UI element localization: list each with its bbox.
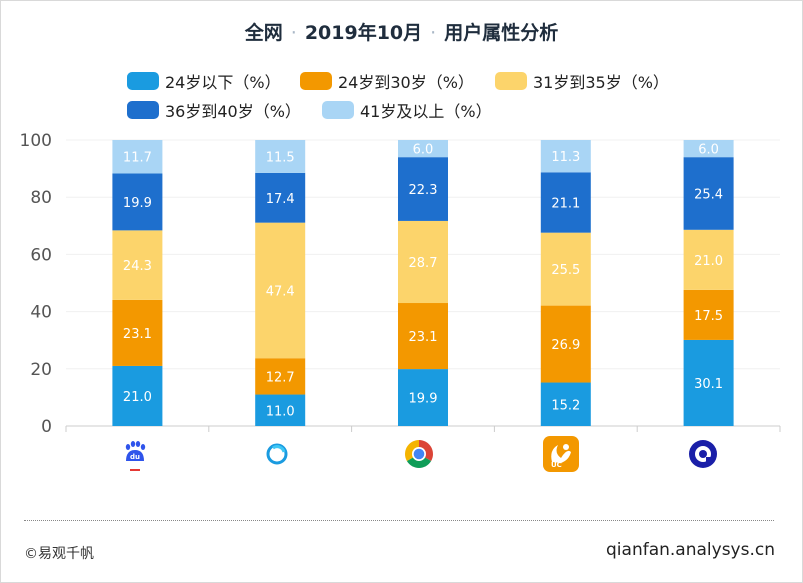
bar-segment: [255, 358, 306, 395]
y-tick-label: 20: [30, 360, 52, 380]
uc-browser-icon: UC: [543, 436, 579, 472]
title-period: 2019年10月: [304, 22, 423, 44]
data-label: 6.0: [698, 143, 719, 158]
bar-segment: [683, 157, 734, 230]
legend-item-24-30[interactable]: 24岁到30岁（%）: [300, 70, 474, 92]
data-label: 47.4: [266, 284, 295, 299]
data-label: 11.5: [266, 150, 295, 165]
legend-swatch: [495, 72, 527, 90]
data-label: 26.9: [551, 338, 580, 353]
legend-label: 41岁及以上（%）: [360, 102, 492, 121]
y-tick-label: 60: [30, 245, 52, 265]
chart-title: 全网 · 2019年10月 · 用户属性分析: [0, 18, 803, 45]
bar-segment: [540, 140, 591, 173]
bar-segment: [540, 382, 591, 426]
bar-segment: [255, 222, 306, 359]
y-tick-label: 80: [30, 188, 52, 208]
bar-segment: [683, 140, 734, 158]
legend-label: 24岁以下（%）: [165, 73, 281, 92]
data-label: 17.4: [266, 192, 295, 207]
y-tick-label: 100: [20, 131, 52, 151]
data-label: 19.9: [123, 196, 152, 211]
bar-segment: [683, 289, 734, 340]
legend-item-under-24[interactable]: 24岁以下（%）: [127, 70, 281, 92]
bar-segment: [112, 140, 163, 174]
title-subject: 用户属性分析: [444, 22, 559, 44]
bar-segment: [398, 157, 448, 221]
title-separator: ·: [430, 22, 437, 44]
data-label: 23.1: [409, 330, 438, 345]
legend-label: 24岁到30岁（%）: [338, 73, 474, 92]
bar-segment: [112, 299, 163, 366]
title-separator: ·: [290, 22, 297, 44]
data-label: 15.2: [551, 398, 580, 413]
data-label: 25.5: [551, 263, 580, 278]
data-label: 19.9: [409, 392, 438, 407]
legend-item-41-plus[interactable]: 41岁及以上（%）: [322, 99, 492, 121]
y-tick-label: 0: [41, 417, 52, 437]
data-label: 11.3: [551, 150, 580, 165]
data-label: 21.1: [551, 196, 580, 211]
bar-segment: [112, 173, 163, 231]
site-url[interactable]: qianfan.analysys.cn: [606, 540, 775, 560]
bar-segment: [398, 140, 448, 158]
data-label: 24.3: [123, 259, 152, 274]
data-label: 17.5: [694, 309, 723, 324]
bar-segment: [255, 394, 306, 426]
bar-segment: [540, 232, 591, 306]
data-label: 6.0: [413, 143, 434, 158]
bar-segment: [398, 303, 448, 370]
data-label: 21.0: [694, 254, 723, 269]
data-label: 25.4: [694, 187, 723, 202]
data-label: 11.0: [266, 404, 295, 419]
legend-label: 31岁到35岁（%）: [533, 73, 669, 92]
data-label: 21.0: [123, 390, 152, 405]
y-tick-label: 40: [30, 303, 52, 323]
data-label: 30.1: [694, 377, 723, 392]
legend-swatch: [127, 101, 159, 119]
data-label: 22.3: [409, 183, 438, 198]
data-label: 11.7: [123, 151, 152, 166]
svg-text:du: du: [130, 453, 140, 461]
legend-item-31-35[interactable]: 31岁到35岁（%）: [495, 70, 669, 92]
data-label: 12.7: [266, 370, 295, 385]
copyright: ©易观千帆: [24, 546, 94, 562]
bar-segment: [540, 305, 591, 383]
legend-swatch: [127, 72, 159, 90]
bar-stacks: 21.0 23.1 24.3 19.9 11.7 11.0 12.7 47.4 17.4 11.5…: [112, 140, 734, 426]
legend-item-36-40[interactable]: 36岁到40岁（%）: [127, 99, 301, 121]
bar-segment: [398, 220, 448, 304]
footer-divider: [24, 520, 774, 521]
bar-segment: [683, 229, 734, 290]
title-scope: 全网: [244, 22, 283, 44]
legend-label: 36岁到40岁（%）: [165, 102, 301, 121]
legend-swatch: [300, 72, 332, 90]
bar-segment: [255, 172, 306, 223]
qq-browser-icon: [266, 443, 288, 465]
svg-text:UC: UC: [551, 461, 562, 469]
bar-segment: [540, 172, 591, 233]
category-icons: du UC: [125, 436, 717, 472]
bar-segment: [683, 339, 734, 426]
data-label: 23.1: [123, 327, 152, 342]
data-label: 28.7: [409, 256, 438, 271]
baidu-icon: du: [125, 441, 146, 471]
stacked-bar-chart: 0 20 40 60 80 100 21.0 23.1 24.3 19.9 11.7 11.0 12.…: [20, 131, 781, 472]
chrome-icon: [405, 440, 433, 468]
bar-segment: [398, 369, 448, 426]
bar-segment: [255, 140, 306, 173]
bar-segment: [112, 230, 163, 300]
bar-segment: [112, 365, 163, 426]
quark-icon: [689, 440, 717, 468]
legend-swatch: [322, 101, 354, 119]
